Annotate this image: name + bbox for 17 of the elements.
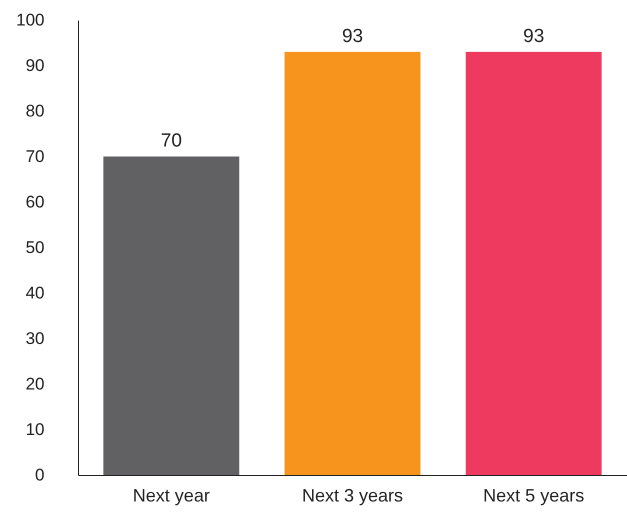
data-label: 70 <box>160 130 182 152</box>
y-tick-label: 0 <box>35 466 44 484</box>
y-tick-label: 10 <box>26 420 44 439</box>
x-tick-label: Next year <box>132 486 210 506</box>
y-tick-label: 100 <box>16 10 44 30</box>
y-tick-label: 90 <box>26 56 44 75</box>
y-tick-label: 60 <box>26 192 44 212</box>
x-tick-label: Next 3 years <box>302 486 404 506</box>
x-tick-label: Next 5 years <box>483 486 584 506</box>
y-tick-label: 70 <box>26 147 44 166</box>
y-tick-label: 50 <box>26 238 44 257</box>
y-tick-label: 80 <box>26 102 44 120</box>
y-tick-label: 30 <box>26 329 44 348</box>
y-tick-label: 40 <box>26 284 44 302</box>
y-tick-label: 20 <box>26 374 44 394</box>
data-label: 93 <box>342 26 364 47</box>
data-label: 93 <box>523 26 544 47</box>
